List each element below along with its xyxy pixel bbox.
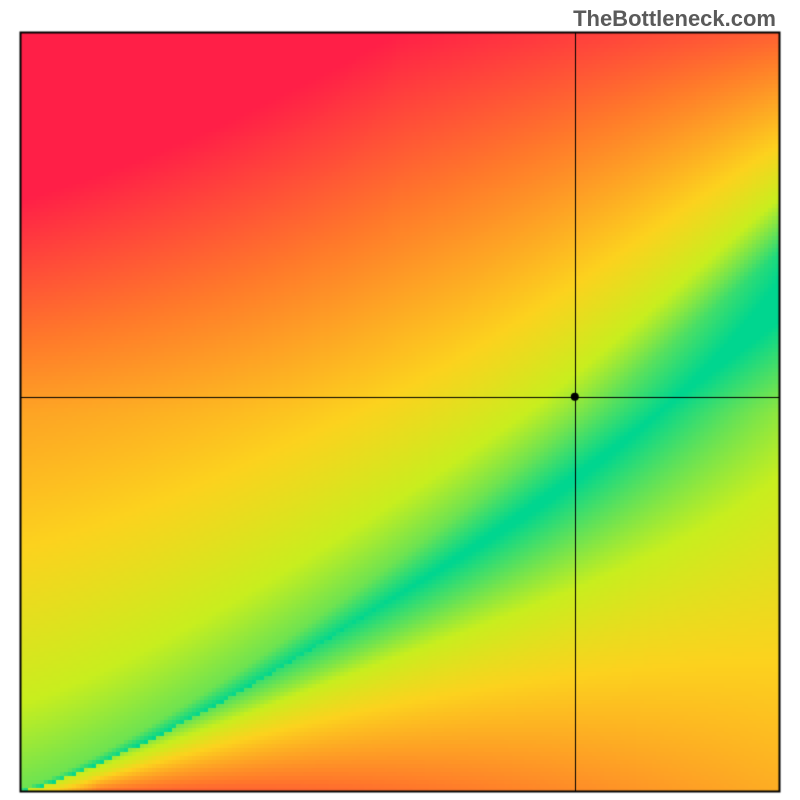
chart-container: TheBottleneck.com [0,0,800,800]
watermark-text: TheBottleneck.com [573,6,776,32]
heatmap-canvas [0,0,800,800]
